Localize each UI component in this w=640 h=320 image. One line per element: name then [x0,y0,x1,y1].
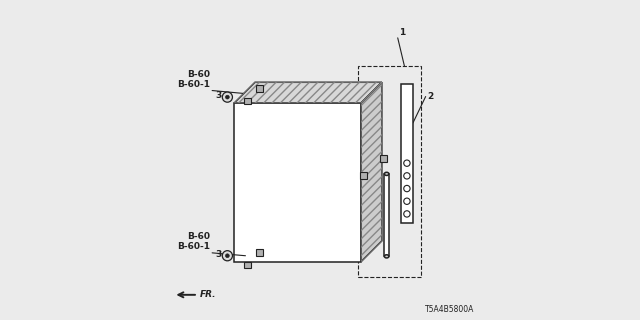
Text: 3: 3 [216,92,221,100]
Circle shape [222,92,232,102]
Text: 3: 3 [216,250,221,259]
Ellipse shape [385,255,389,258]
Text: B-60
B-60-1: B-60 B-60-1 [177,69,211,89]
Bar [256,85,263,92]
Text: FR.: FR. [200,290,216,299]
Text: B-60
B-60-1: B-60 B-60-1 [177,232,211,251]
Circle shape [225,95,229,99]
Bar [244,98,251,105]
Bar [244,261,251,268]
Circle shape [225,254,229,258]
Polygon shape [361,82,382,261]
Bar [358,67,421,277]
Polygon shape [234,82,382,103]
Bar [401,84,413,223]
Bar [380,155,387,162]
Polygon shape [234,103,361,261]
Bar [256,249,263,256]
Bar [360,172,367,179]
Text: T5A4B5800A: T5A4B5800A [424,305,474,314]
Text: 2: 2 [427,92,433,101]
Ellipse shape [385,172,389,175]
Bar [385,174,389,256]
Text: 1: 1 [399,28,406,37]
Circle shape [222,251,232,261]
